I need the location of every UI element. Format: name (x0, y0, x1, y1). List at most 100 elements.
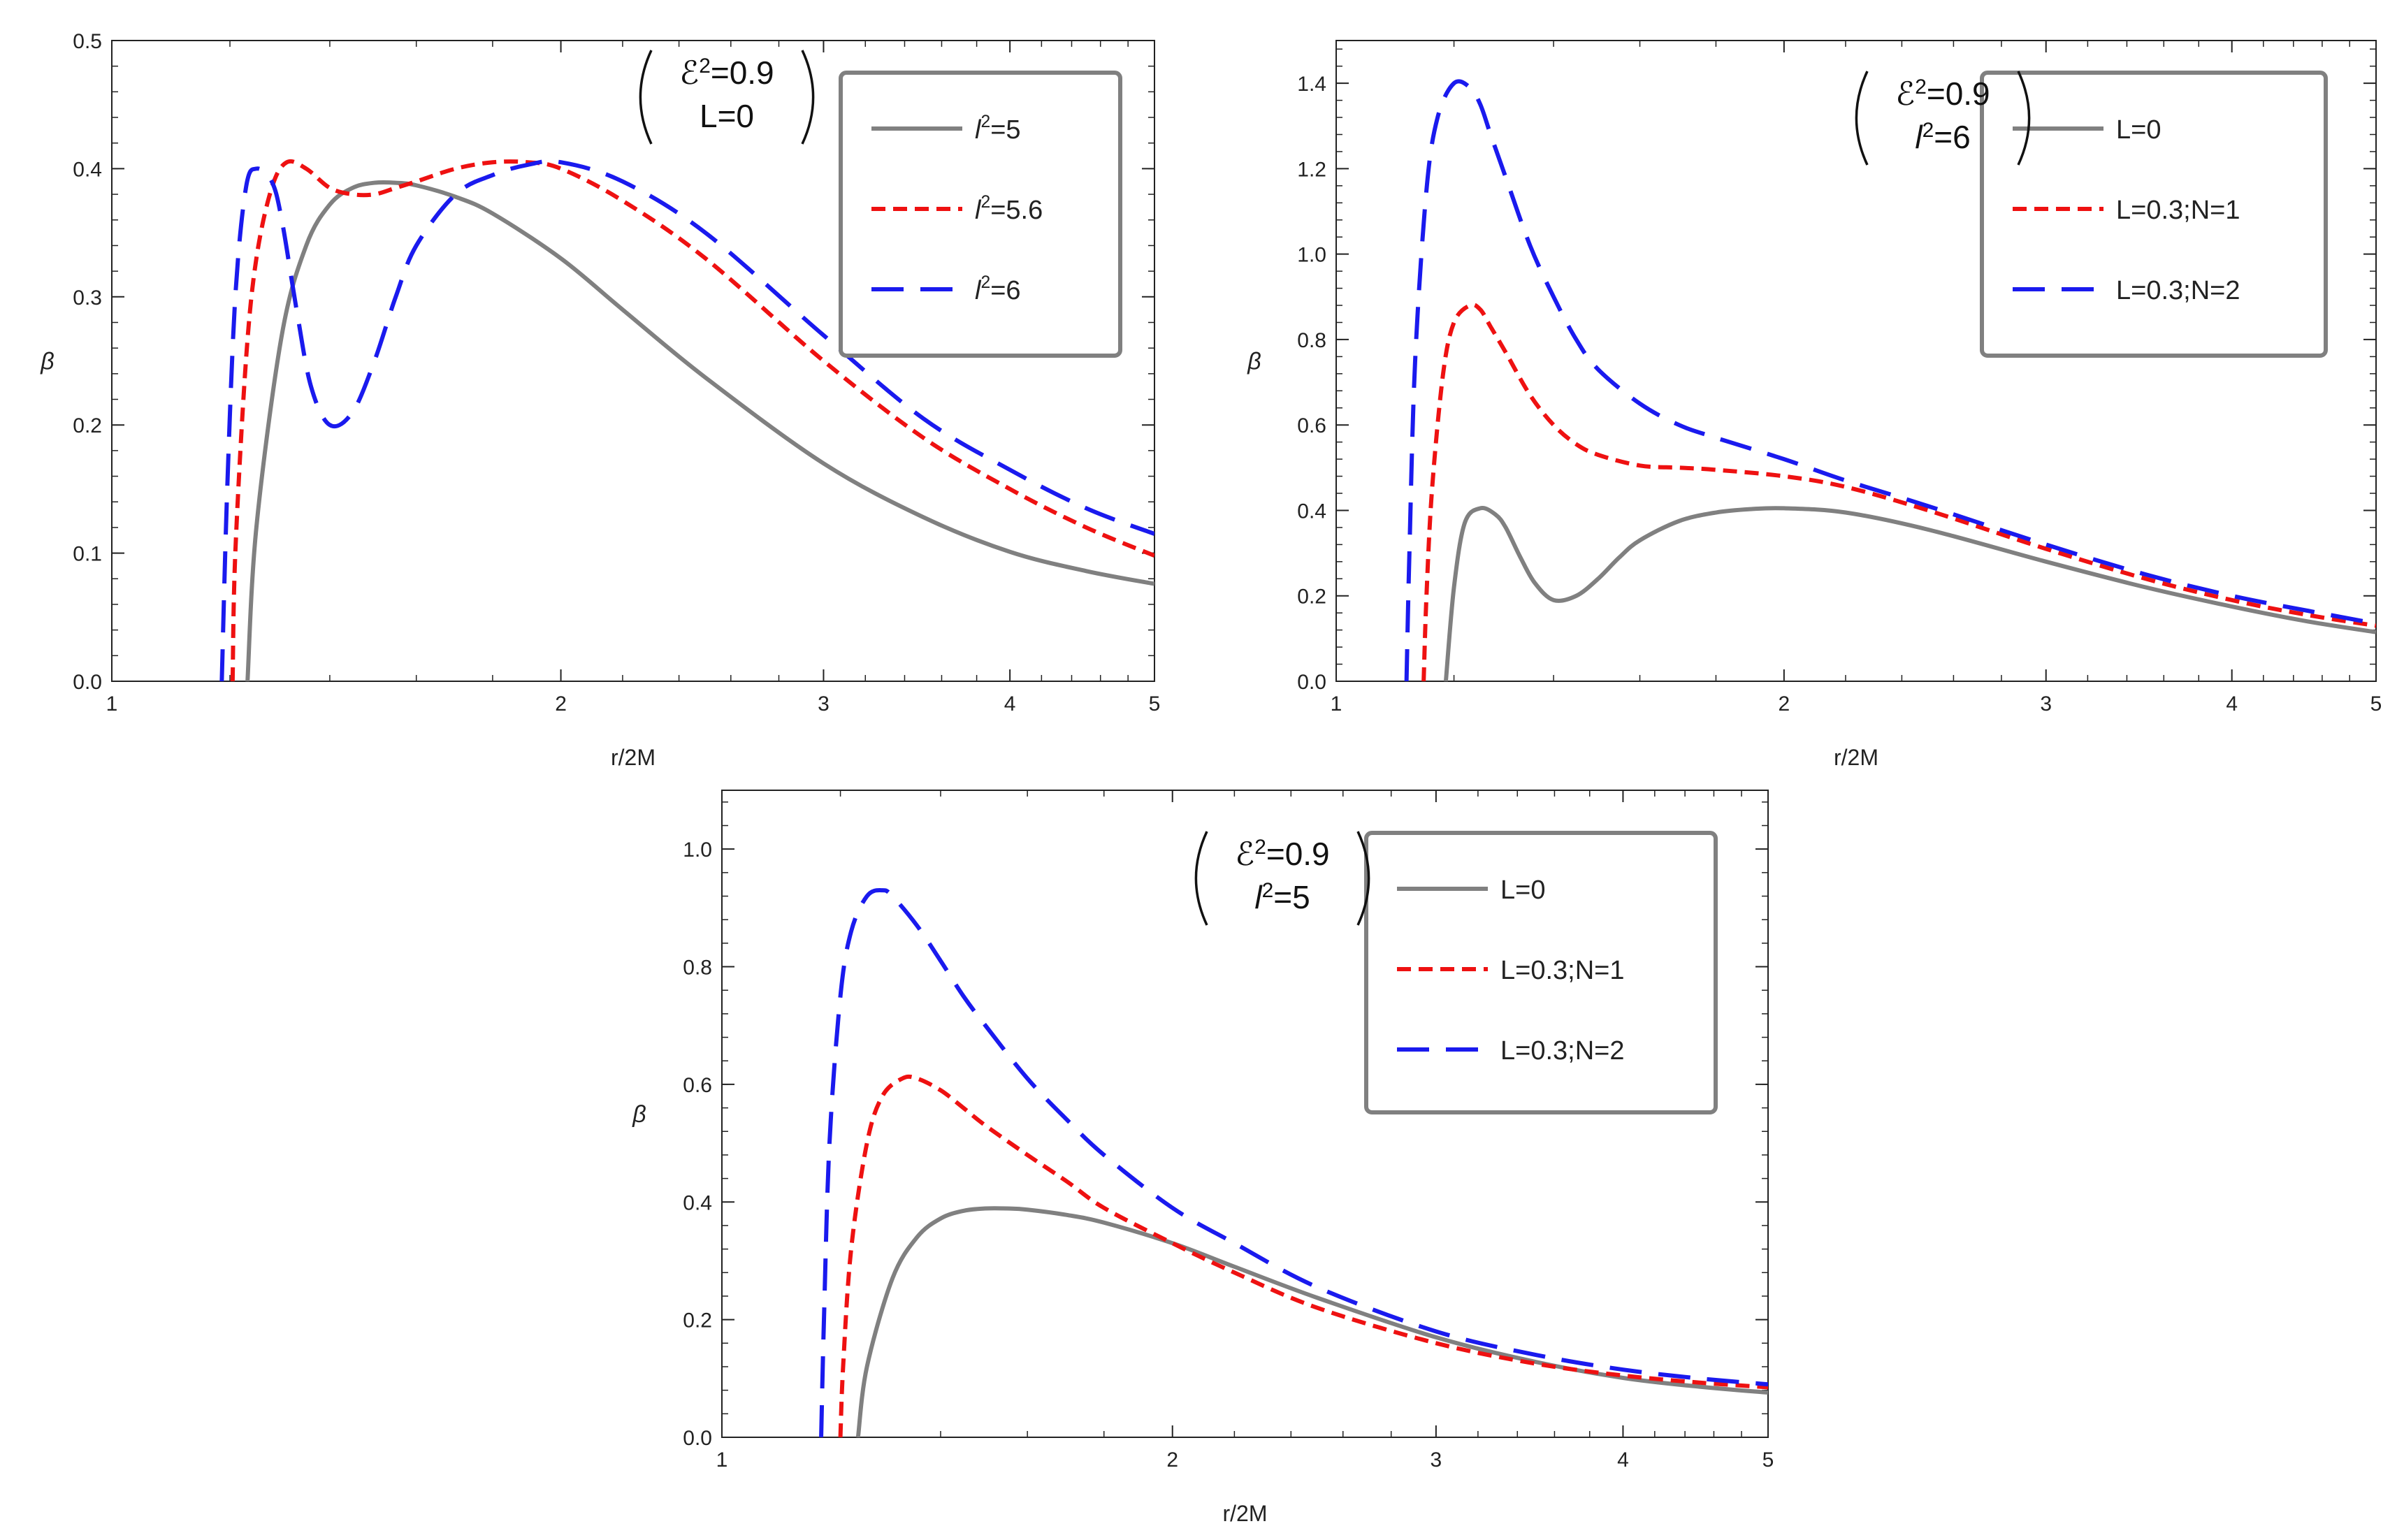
y-tick-label: 0.4 (683, 1191, 712, 1214)
legend-label-1: L=0.3;N=1 (2116, 196, 2240, 225)
y-tick-label: 0.3 (73, 286, 102, 310)
y-tick-label: 1.2 (1297, 158, 1326, 181)
x-tick-label: 3 (2040, 692, 2052, 715)
legend-label-2: l2=6 (975, 273, 1021, 305)
legend-label-0-superscript: 2 (980, 112, 990, 131)
y-tick-label: 0.4 (73, 158, 102, 181)
legend-label-0-value: =5 (990, 115, 1020, 145)
annotation-line-2-superscript: 2 (1262, 879, 1274, 902)
x-tick-label: 2 (1779, 692, 1790, 715)
y-tick-label: 0.6 (683, 1074, 712, 1097)
annotation-line-1-superscript: 2 (1915, 75, 1927, 99)
x-tick-label: 4 (1004, 692, 1016, 715)
series-line-1 (1421, 302, 2376, 681)
y-tick-label: 0.2 (1297, 586, 1326, 609)
legend-label-1-value: =5.6 (990, 196, 1043, 225)
series-group (219, 159, 1154, 681)
x-tick-label: 4 (2226, 692, 2238, 715)
annotation-line-2-symbol: l (1915, 119, 1923, 155)
annotation-line-2-value: =6 (1934, 119, 1970, 155)
series-line-0 (245, 180, 1154, 681)
parameter-annotation: ℰ2=0.9 l 2 =6 (1855, 71, 2031, 166)
y-tick-label: 0.4 (1297, 500, 1326, 523)
legend-label-1: l2=5.6 (975, 193, 1043, 225)
annotation-paren-right (1356, 831, 1370, 926)
x-tick-label: 3 (818, 692, 830, 715)
parameter-annotation: ℰ2=0.9l2=5 (1194, 831, 1370, 926)
series-line-0 (855, 1206, 1768, 1437)
y-tick-label: 0.2 (73, 414, 102, 437)
annotation-line-1: ℰ2=0.9 (1235, 836, 1329, 872)
legend-label-2: L=0.3;N=2 (2116, 276, 2240, 305)
series-line-1 (230, 159, 1154, 681)
y-axis-title: β (632, 1101, 646, 1128)
annotation-line-2: L=0 (700, 98, 754, 134)
x-axis-title: r/2M (1834, 745, 1878, 770)
annotation-line-1-value: =0.9 (711, 55, 774, 91)
legend-label-0: L=0 (1500, 876, 1545, 905)
annotation-paren-right (2017, 71, 2031, 166)
legend-label-2: L=0.3;N=2 (1500, 1036, 1624, 1066)
legend: l2=5l2=5.6l2=6 (839, 71, 1122, 358)
legend-label-1-symbol: l (975, 196, 982, 225)
annotation-line-1-value: =0.9 (1266, 836, 1330, 872)
plot-frame (721, 790, 1769, 1438)
y-tick-label: 0.6 (1297, 414, 1326, 437)
series-group (1404, 79, 2376, 681)
legend-label-2-symbol: l (975, 276, 982, 305)
legend-label-0: L=0 (2116, 115, 2161, 145)
y-axis-title: β (1247, 349, 1261, 375)
series-line-0 (1443, 506, 2376, 681)
series-group (819, 888, 1768, 1437)
legend-label-0: l2=5 (975, 112, 1021, 145)
annotation-line-1-superscript: 2 (1254, 836, 1266, 859)
y-axis-title: β (40, 349, 54, 375)
annotation-paren-left (1855, 71, 1869, 166)
y-tick-label: 1.4 (1297, 73, 1326, 96)
annotation-line-2: l2=5 (1254, 879, 1310, 915)
annotation-line-1-symbol: ℰ (679, 55, 699, 91)
chart-bottom-center: 1 2 3 4 5 0.0 0.2 0.4 0.6 0.8 1.0 r/2M β L=0 L=0.3;N=1… (632, 790, 1774, 1526)
x-tick-label: 1 (106, 692, 118, 715)
y-tick-label: 0.0 (73, 671, 102, 694)
legend: L=0 L=0.3;N=1 L=0.3;N=2 (1364, 831, 1718, 1114)
plot-frame (111, 40, 1155, 682)
legend: L=0 L=0.3;N=1 L=0.3;N=2 (1980, 71, 2328, 358)
annotation-line-1-symbol: ℰ (1235, 836, 1254, 872)
series-line-2 (219, 159, 1154, 681)
annotation-line-1: ℰ2=0.9 (1895, 75, 1990, 112)
legend-label-0-symbol: l (975, 115, 982, 145)
y-tick-label: 0.0 (683, 1427, 712, 1450)
legend-label-2-superscript: 2 (980, 273, 990, 292)
y-tick-label: 1.0 (683, 838, 712, 862)
y-tick-label: 0.1 (73, 543, 102, 566)
parameter-annotation: ℰ2=0.9 L=0 (639, 50, 815, 145)
y-tick-label: 0.0 (1297, 671, 1326, 694)
x-tick-label: 5 (1149, 692, 1161, 715)
y-tick-label: 1.0 (1297, 244, 1326, 267)
annotation-paren-left (639, 50, 653, 145)
series-line-1 (838, 1074, 1768, 1437)
x-tick-label: 5 (2370, 692, 2382, 715)
legend-box (839, 71, 1122, 358)
legend-label-1-superscript: 2 (980, 193, 990, 212)
x-tick-label: 2 (1166, 1448, 1178, 1472)
legend-label-1: L=0.3;N=1 (1500, 956, 1624, 985)
x-tick-label: 2 (555, 692, 567, 715)
series-line-2 (819, 888, 1768, 1437)
y-tick-label: 0.8 (683, 957, 712, 980)
series-line-2 (1404, 79, 2376, 681)
x-tick-label: 1 (1331, 692, 1342, 715)
x-axis-title: r/2M (1223, 1501, 1268, 1526)
legend-box (1980, 71, 2328, 358)
y-tick-label: 0.2 (683, 1309, 712, 1332)
chart-top-left: 1 2 3 4 50.00.10.20.30.40.5r/2Mβl2=5l2=5.6l2… (40, 30, 1160, 770)
x-tick-label: 5 (1762, 1448, 1774, 1472)
annotation-line-1: ℰ2=0.9 (679, 55, 774, 91)
annotation-line-1-value: =0.9 (1927, 75, 1990, 112)
annotation-line-1-symbol: ℰ (1895, 75, 1915, 112)
annotation-paren-right (801, 50, 815, 145)
annotation-line-2-symbol: l (1254, 879, 1263, 915)
x-axis-title: r/2M (611, 745, 656, 770)
